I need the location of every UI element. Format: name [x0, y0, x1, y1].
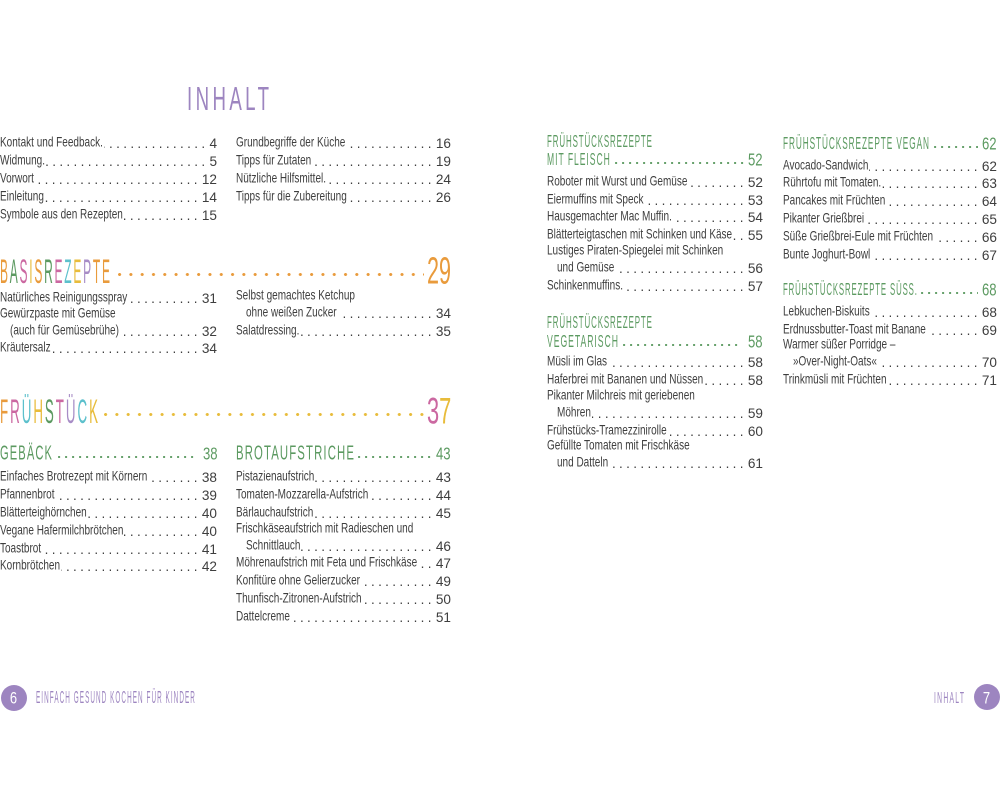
svg-text:BROTAUFSTRICHE: BROTAUFSTRICHE: [236, 442, 355, 464]
svg-text:29: 29: [427, 250, 451, 293]
svg-text:VEGETARISCH: VEGETARISCH: [547, 331, 619, 351]
svg-text:58: 58: [748, 333, 763, 352]
svg-text:MIT FLEISCH: MIT FLEISCH: [547, 149, 611, 169]
svg-text:FRÜHSTÜCKSREZEPTE SÜSS.: FRÜHSTÜCKSREZEPTE SÜSS.: [783, 277, 918, 299]
svg-text:43: 43: [436, 445, 451, 464]
svg-text:INHALT: INHALT: [934, 689, 965, 707]
svg-text:37: 37: [427, 391, 451, 431]
svg-text:FRÜHSTÜCK: FRÜHSTÜCK: [0, 394, 100, 431]
svg-text:52: 52: [748, 151, 763, 170]
svg-text:FRÜHSTÜCKSREZEPTE: FRÜHSTÜCKSREZEPTE: [547, 129, 653, 151]
svg-text:EINFACH GESUND KOCHEN FÜR KIND: EINFACH GESUND KOCHEN FÜR KINDER: [36, 687, 196, 707]
svg-text:68: 68: [982, 281, 997, 300]
svg-text:FRÜHSTÜCKSREZEPTE VEGAN: FRÜHSTÜCKSREZEPTE VEGAN: [783, 132, 930, 154]
svg-text:BASISREZEPTE: BASISREZEPTE: [0, 254, 112, 291]
svg-text:38: 38: [203, 445, 218, 464]
svg-text:FRÜHSTÜCKSREZEPTE: FRÜHSTÜCKSREZEPTE: [547, 310, 653, 332]
svg-text:GEBÄCK: GEBÄCK: [0, 442, 53, 464]
svg-text:INHALT: INHALT: [187, 81, 272, 118]
svg-text:62: 62: [982, 135, 997, 154]
